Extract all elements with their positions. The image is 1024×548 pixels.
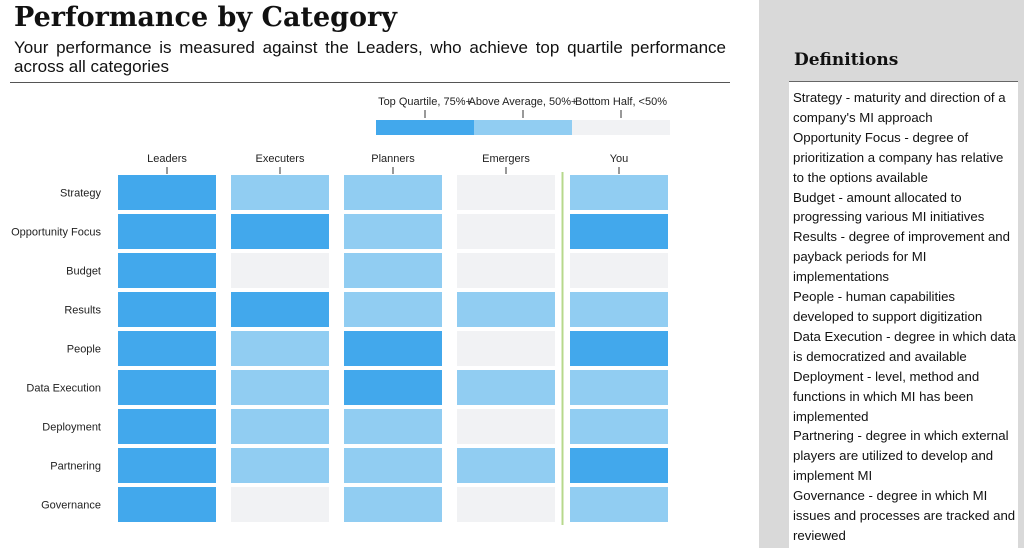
heatmap-cell bbox=[457, 370, 555, 405]
heatmap-cell bbox=[570, 370, 668, 405]
heatmap-cell bbox=[231, 175, 329, 210]
heatmap-cell bbox=[457, 487, 555, 522]
heatmap-cell bbox=[231, 214, 329, 249]
heatmap-cell bbox=[457, 409, 555, 444]
heatmap-cell bbox=[231, 448, 329, 483]
legend-swatch bbox=[474, 120, 572, 135]
heatmap-cell bbox=[344, 253, 442, 288]
definition-item: Governance - degree in which MI issues a… bbox=[793, 488, 1016, 543]
row-label: Strategy bbox=[60, 188, 101, 200]
heatmap-cell bbox=[344, 331, 442, 366]
column-label: Emergers bbox=[482, 153, 530, 165]
heatmap-cell bbox=[231, 370, 329, 405]
definition-item: Data Execution - degree in which data is… bbox=[793, 328, 1016, 364]
heatmap-cell bbox=[344, 214, 442, 249]
legend-swatch bbox=[376, 120, 474, 135]
heatmap-cell bbox=[570, 292, 668, 327]
heatmap-cell bbox=[457, 331, 555, 366]
heatmap-cell bbox=[344, 292, 442, 327]
definitions-list: Strategy - maturity and direction of a c… bbox=[789, 81, 1018, 548]
heatmap-cell bbox=[231, 487, 329, 522]
heatmap-cell bbox=[344, 409, 442, 444]
heatmap-cell bbox=[457, 448, 555, 483]
row-label: Deployment bbox=[42, 422, 101, 434]
category-heatmap: Top Quartile, 75%+Above Average, 50%+Bot… bbox=[11, 96, 670, 525]
heatmap-cell bbox=[344, 175, 442, 210]
column-label: Planners bbox=[371, 153, 415, 165]
heatmap-cell bbox=[457, 292, 555, 327]
row-label: Governance bbox=[41, 500, 101, 512]
legend-label: Top Quartile, 75%+ bbox=[378, 96, 472, 108]
column-label: You bbox=[610, 153, 629, 165]
page-title: Performance by Category bbox=[14, 2, 397, 33]
heatmap-cell bbox=[570, 487, 668, 522]
row-label: Data Execution bbox=[26, 383, 101, 395]
heatmap-cell bbox=[118, 409, 216, 444]
row-label: Results bbox=[64, 305, 101, 317]
row-label: Opportunity Focus bbox=[11, 227, 101, 239]
heatmap-cell bbox=[344, 487, 442, 522]
definitions-title: Definitions bbox=[794, 50, 899, 70]
page-subtitle: Your performance is measured against the… bbox=[14, 38, 726, 76]
definition-item: Budget - amount allocated to progressing… bbox=[793, 189, 985, 225]
heatmap-cell bbox=[570, 409, 668, 444]
heatmap-cell bbox=[118, 292, 216, 327]
heatmap-cell bbox=[118, 331, 216, 366]
heatmap-cell bbox=[457, 175, 555, 210]
heatmap-cell bbox=[231, 253, 329, 288]
definitions-panel: Definitions Strategy - maturity and dire… bbox=[759, 0, 1024, 548]
legend-swatch bbox=[572, 120, 670, 135]
heatmap-cell bbox=[118, 487, 216, 522]
legend-label: Bottom Half, <50% bbox=[575, 96, 667, 108]
heatmap-cell bbox=[118, 175, 216, 210]
definition-item: Results - degree of improvement and payb… bbox=[793, 229, 1010, 285]
definition-item: Partnering - degree in which external pl… bbox=[793, 428, 1009, 484]
row-label: Budget bbox=[66, 266, 101, 278]
column-label: Leaders bbox=[147, 153, 187, 165]
definition-item: Deployment - level, method and functions… bbox=[793, 368, 980, 424]
title-divider bbox=[10, 82, 730, 83]
column-label: Executers bbox=[256, 153, 305, 165]
heatmap-cell bbox=[457, 253, 555, 288]
definition-item: People - human capabilities developed to… bbox=[793, 289, 983, 324]
row-label: People bbox=[67, 344, 101, 356]
heatmap-cell bbox=[118, 214, 216, 249]
definition-item: Strategy - maturity and direction of a c… bbox=[793, 90, 1006, 125]
heatmap-cell bbox=[344, 370, 442, 405]
heatmap-cell bbox=[570, 175, 668, 210]
legend-label: Above Average, 50%+ bbox=[469, 96, 578, 108]
heatmap-cell bbox=[231, 292, 329, 327]
heatmap-cell bbox=[231, 409, 329, 444]
definition-item: Opportunity Focus - degree of prioritiza… bbox=[793, 129, 1004, 185]
heatmap-cell bbox=[570, 214, 668, 249]
heatmap-cell bbox=[570, 448, 668, 483]
heatmap-cell bbox=[118, 253, 216, 288]
heatmap-cell bbox=[118, 370, 216, 405]
heatmap-cell bbox=[118, 448, 216, 483]
heatmap-cell bbox=[344, 448, 442, 483]
row-label: Partnering bbox=[50, 461, 101, 473]
heatmap-cell bbox=[457, 214, 555, 249]
heatmap-cell bbox=[231, 331, 329, 366]
heatmap-cell bbox=[570, 331, 668, 366]
heatmap-cell bbox=[570, 253, 668, 288]
